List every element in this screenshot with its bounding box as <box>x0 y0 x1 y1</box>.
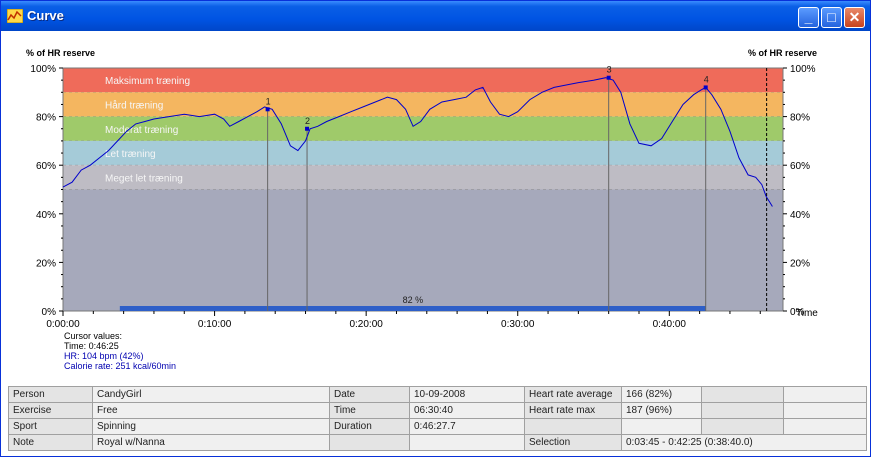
marker-label: 3 <box>607 65 612 75</box>
minimize-button[interactable]: _ <box>798 7 819 28</box>
y-tick-label-right: 100% <box>790 64 816 75</box>
client-area: % of HR reserve % of HR reserve Time Mak… <box>4 31 867 454</box>
info-value <box>783 386 867 403</box>
marker-point <box>305 126 310 131</box>
y-axis-title-right: % of HR reserve <box>748 48 817 58</box>
info-label: Exercise <box>8 402 93 419</box>
info-row: Sport Spinning Duration 0:46:27.7 <box>8 418 867 435</box>
info-value <box>409 434 525 451</box>
info-value <box>621 418 702 435</box>
info-label: Note <box>8 434 93 451</box>
x-tick-label: 0:00:00 <box>46 319 80 330</box>
info-value: Free <box>92 402 330 419</box>
y-tick-label-right: 80% <box>790 113 810 124</box>
below-zone-area <box>63 189 783 311</box>
y-tick-label-right: 0% <box>790 307 805 318</box>
cursor-values-heading: Cursor values: <box>64 331 123 341</box>
info-label: Heart rate average <box>524 386 622 403</box>
zone-label: Maksimum træning <box>105 76 190 87</box>
y-axis-title-left: % of HR reserve <box>26 48 95 58</box>
marker-label: 2 <box>305 116 310 126</box>
selection-bar <box>119 306 706 311</box>
info-value <box>783 402 867 419</box>
info-value: 10-09-2008 <box>409 386 525 403</box>
info-label: Duration <box>329 418 410 435</box>
title-bar[interactable]: Curve _ □ ✕ <box>1 1 870 31</box>
info-label <box>701 402 784 419</box>
info-value <box>783 418 867 435</box>
info-row: Exercise Free Time 06:30:40 Heart rate max 18… <box>8 402 867 419</box>
cursor-calorie-rate: Calorie rate: 251 kcal/60min <box>64 361 177 371</box>
info-label: Selection <box>524 434 622 451</box>
marker-point <box>265 107 270 112</box>
x-tick-label: 0:10:00 <box>198 319 232 330</box>
zone-band <box>63 165 783 190</box>
info-value: 0:03:45 - 0:42:25 (0:38:40.0) <box>621 434 867 451</box>
zone-label: Meget let træning <box>105 173 183 184</box>
x-tick-label: 0:30:00 <box>501 319 535 330</box>
hr-series-line <box>62 77 773 207</box>
hr-curve-chart[interactable]: % of HR reserve % of HR reserve Time Mak… <box>4 31 867 383</box>
y-tick-label-right: 40% <box>790 210 810 221</box>
zone-label: Hård træning <box>105 99 163 111</box>
info-label <box>329 434 410 451</box>
zone-band <box>63 68 783 93</box>
cursor-values-panel: Cursor values: Time: 0:46:25 HR: 104 bpm… <box>64 331 176 371</box>
zone-band <box>63 140 783 166</box>
y-tick-label-left: 80% <box>36 113 56 124</box>
y-tick-label-left: 60% <box>36 161 56 172</box>
info-label <box>701 418 784 435</box>
info-value: Spinning <box>92 418 330 435</box>
close-button[interactable]: ✕ <box>844 7 865 28</box>
info-value: Royal w/Nanna <box>92 434 330 451</box>
info-row: Note Royal w/Nanna Selection 0:03:45 - 0:42… <box>8 434 867 451</box>
window-title: Curve <box>27 8 64 23</box>
info-value: 166 (82%) <box>621 386 702 403</box>
y-tick-label-left: 0% <box>42 307 57 318</box>
cursor-time: Time: 0:46:25 <box>64 341 119 351</box>
x-tick-label: 0:20:00 <box>349 319 383 330</box>
chart-icon <box>7 9 23 23</box>
info-label: Heart rate max <box>524 402 622 419</box>
info-label <box>701 386 784 403</box>
zone-band <box>63 92 783 117</box>
marker-point <box>703 85 708 90</box>
y-tick-label-left: 20% <box>36 258 56 269</box>
y-tick-label-right: 20% <box>790 258 810 269</box>
cursor-hr: HR: 104 bpm (42%) <box>64 351 144 361</box>
exercise-info-table: Person CandyGirl Date 10-09-2008 Heart rate … <box>8 386 867 451</box>
y-tick-label-left: 40% <box>36 210 56 221</box>
info-label: Sport <box>8 418 93 435</box>
marker-point <box>606 75 611 80</box>
info-label: Date <box>329 386 410 403</box>
info-row: Person CandyGirl Date 10-09-2008 Heart rate … <box>8 386 867 403</box>
maximize-button[interactable]: □ <box>821 7 842 28</box>
y-tick-label-right: 60% <box>790 161 810 172</box>
info-value: CandyGirl <box>92 386 330 403</box>
selection-label: 82 % <box>403 295 424 305</box>
x-axis-title: Time <box>796 308 818 319</box>
info-label <box>524 418 622 435</box>
info-label: Time <box>329 402 410 419</box>
y-tick-label-left: 100% <box>30 64 56 75</box>
info-value: 0:46:27.7 <box>409 418 525 435</box>
info-value: 06:30:40 <box>409 402 525 419</box>
marker-label: 1 <box>266 96 271 106</box>
marker-label: 4 <box>704 74 709 84</box>
zone-label: Moderat træning <box>105 125 178 136</box>
info-value: 187 (96%) <box>621 402 702 419</box>
info-label: Person <box>8 386 93 403</box>
zone-label: Let træning <box>105 149 156 160</box>
x-tick-label: 0:40:00 <box>653 319 687 330</box>
